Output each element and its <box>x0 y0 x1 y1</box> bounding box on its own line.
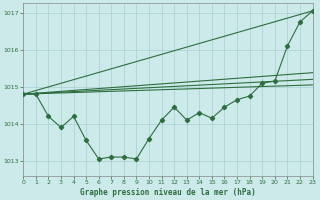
X-axis label: Graphe pression niveau de la mer (hPa): Graphe pression niveau de la mer (hPa) <box>80 188 256 197</box>
